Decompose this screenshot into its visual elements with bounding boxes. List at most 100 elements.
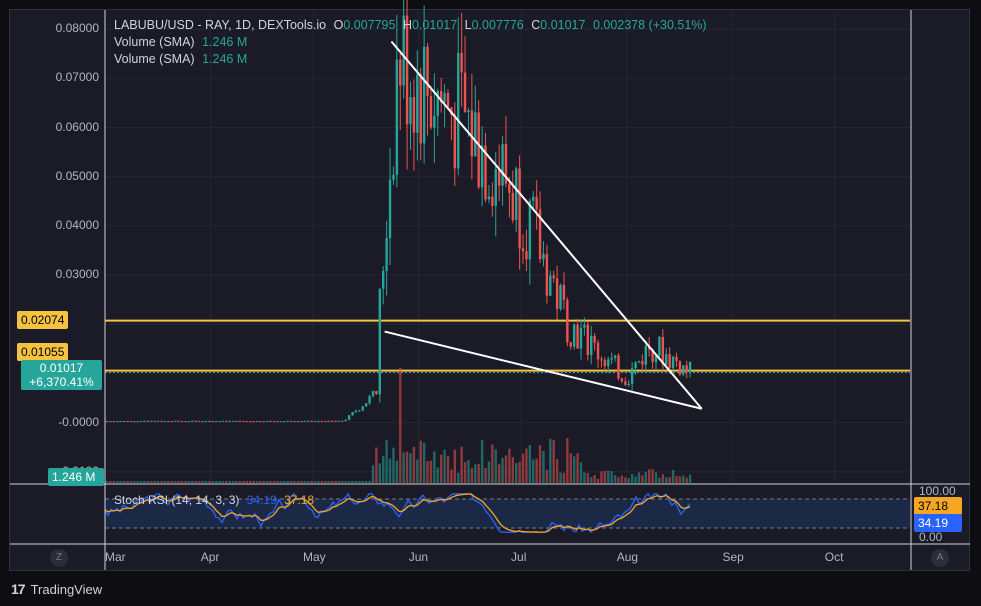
candle-body (678, 361, 682, 375)
volume-bar (586, 473, 590, 483)
candle-body (382, 271, 385, 289)
volume-bar (187, 481, 191, 483)
volume-bar (685, 477, 688, 483)
stoch-legend: Stoch RSI (14, 14, 3, 3) 34.19 37.18 (114, 493, 314, 507)
volume-bar (313, 481, 317, 483)
candle-body (535, 196, 538, 210)
candle-body (525, 251, 528, 260)
candle-body (409, 97, 412, 125)
candle-body (252, 421, 255, 423)
candle-body (238, 420, 242, 422)
volume-bar (163, 481, 167, 483)
volume-bar (682, 475, 685, 483)
volume-bar (511, 457, 514, 483)
candle-body (603, 360, 607, 367)
volume-bar (603, 470, 607, 483)
high-value: 0.01017 (411, 18, 458, 32)
candle-body (607, 359, 610, 367)
stoch-rsi-pane[interactable] (104, 492, 910, 534)
candle-body (651, 349, 654, 363)
candle-body (521, 248, 525, 252)
candle-body (371, 391, 375, 397)
candle-body (576, 324, 579, 349)
tradingview-logo-icon[interactable]: 17 (11, 581, 26, 597)
volume-bar (422, 442, 426, 483)
volume-bar (532, 459, 535, 483)
volume-bar (654, 472, 658, 483)
volume-bar (119, 481, 122, 483)
goto-start-button[interactable]: Z (50, 549, 68, 567)
volume-bar (320, 481, 324, 483)
horizontal-levels[interactable] (105, 319, 910, 374)
volume-bar (109, 481, 112, 483)
volume-bar (610, 471, 613, 483)
candle-body (511, 192, 514, 221)
candle-body (627, 383, 630, 385)
candle-body (163, 420, 167, 422)
symbol-label[interactable]: LABUBU/USD - RAY, 1D, DEXTools.io (114, 18, 327, 32)
candle-body (671, 356, 675, 369)
candle-body (112, 421, 116, 423)
candle-body (470, 110, 474, 157)
candle-body (184, 421, 187, 423)
volume-bar (289, 481, 293, 483)
volume-bar (433, 451, 436, 483)
volume-sma-label-2[interactable]: Volume (SMA) (114, 52, 195, 66)
candle-body (538, 209, 542, 260)
volume-bar (395, 460, 399, 483)
candles[interactable] (105, 0, 692, 423)
stoch-d-value: 37.18 (284, 493, 315, 507)
candle-body (583, 324, 586, 328)
volume-bar (617, 477, 620, 483)
auto-scale-button[interactable]: A (931, 549, 949, 567)
volume-bar (156, 481, 160, 483)
volume-bar (409, 453, 412, 483)
candle-body (122, 420, 126, 422)
volume-bar (497, 464, 501, 483)
candle-body (600, 359, 603, 361)
volume-bar (470, 467, 474, 483)
volume-bar (191, 481, 194, 483)
time-tick-label: Apr (200, 550, 220, 564)
volume-bar (508, 448, 511, 483)
price-tick-label: -0.0000 (58, 414, 99, 429)
candle-body (225, 420, 228, 422)
candle-body (208, 420, 211, 422)
level-tag-lower: 0.01055 (17, 343, 69, 361)
candle-body (105, 421, 109, 423)
candle-body (160, 420, 163, 422)
volume-bar (286, 481, 289, 483)
candle-body (617, 355, 620, 379)
volume-bar (303, 481, 306, 483)
volume-bar (494, 449, 497, 483)
time-tick-label: Oct (824, 550, 844, 564)
volume-bar (214, 481, 218, 483)
candle-body (385, 238, 388, 272)
candle-body (214, 421, 218, 423)
candle-body (484, 145, 487, 200)
brand-name[interactable]: TradingView (30, 581, 103, 597)
candle-body (586, 324, 590, 356)
stoch-name[interactable]: Stoch RSI (14, 14, 3, 3) (114, 493, 240, 507)
volume-bar (324, 481, 327, 483)
trendlines[interactable] (384, 40, 703, 410)
volume-bar (245, 481, 249, 483)
candle-body (167, 420, 170, 422)
candle-body (245, 421, 249, 423)
volume-bar (552, 439, 555, 483)
candle-body (139, 420, 143, 422)
candle-body (361, 406, 364, 411)
volume-bar (197, 481, 201, 483)
volume-bar (590, 477, 593, 483)
volume-bar (439, 454, 443, 483)
chart-legend: LABUBU/USD - RAY, 1D, DEXTools.io O0.007… (114, 17, 707, 68)
volume-bar (143, 481, 146, 483)
volume-bar (170, 481, 173, 483)
candle-body (286, 420, 289, 422)
volume-bar (201, 481, 204, 483)
volume-bar (272, 481, 276, 483)
candle-body (443, 93, 446, 103)
volume-sma-label[interactable]: Volume (SMA) (114, 35, 195, 49)
candle-body (555, 278, 559, 309)
